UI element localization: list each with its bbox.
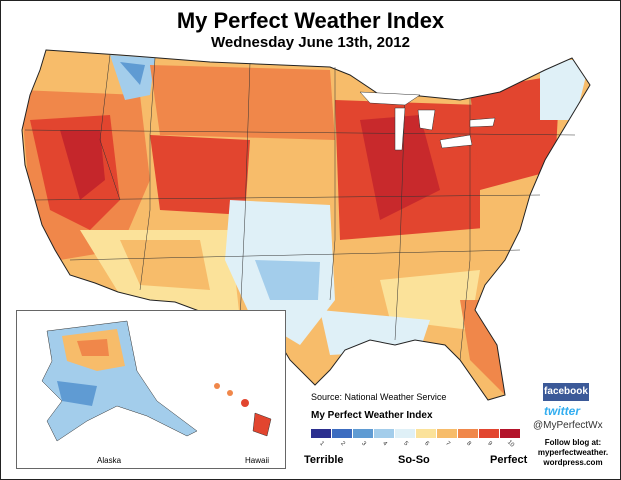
legend-swatch-9 [479, 429, 500, 438]
alaska-hawaii-map [41, 320, 272, 442]
map-date: Wednesday June 13th, 2012 [211, 34, 410, 51]
legend-swatch-10 [500, 429, 521, 438]
blog-line-2: myperfectweather. [537, 448, 609, 457]
hawaii-island-oahu [227, 390, 233, 396]
source-note: Source: National Weather Service [311, 392, 447, 402]
legend-swatch-6 [416, 429, 437, 438]
hawaii-island-kauai [214, 383, 220, 389]
legend-color-bar [311, 429, 521, 438]
twitter-handle[interactable]: @MyPerfectWx [533, 420, 603, 431]
blog-link[interactable]: Follow blog at: myperfectweather. wordpr… [533, 438, 613, 468]
blog-line-1: Follow blog at: [544, 438, 602, 447]
scale-mid-label: So-So [398, 454, 430, 466]
facebook-button[interactable]: facebook [543, 383, 589, 401]
legend-swatch-3 [353, 429, 374, 438]
alaska-label: Alaska [97, 456, 122, 465]
twitter-logo[interactable]: twitter [544, 404, 580, 418]
hawaii-label: Hawaii [245, 456, 270, 465]
legend-values: 1 2 3 4 5 6 7 8 9 10 [311, 440, 521, 449]
legend-swatch-2 [332, 429, 353, 438]
scale-low-label: Terrible [304, 454, 344, 466]
hawaii-island-maui [241, 399, 249, 407]
legend-swatch-7 [437, 429, 458, 438]
map-title: My Perfect Weather Index [176, 8, 445, 33]
legend-swatch-1 [311, 429, 332, 438]
blog-line-3: wordpress.com [543, 458, 603, 467]
legend-title: My Perfect Weather Index [311, 410, 433, 421]
legend-swatch-4 [374, 429, 395, 438]
great-lakes [359, 91, 496, 151]
alaska-hawaii-inset: Alaska Hawaii [16, 310, 286, 469]
legend-swatch-8 [458, 429, 479, 438]
scale-high-label: Perfect [490, 454, 528, 466]
state-borders [24, 54, 576, 361]
legend-swatch-5 [395, 429, 416, 438]
hawaii-big-island [252, 412, 272, 437]
